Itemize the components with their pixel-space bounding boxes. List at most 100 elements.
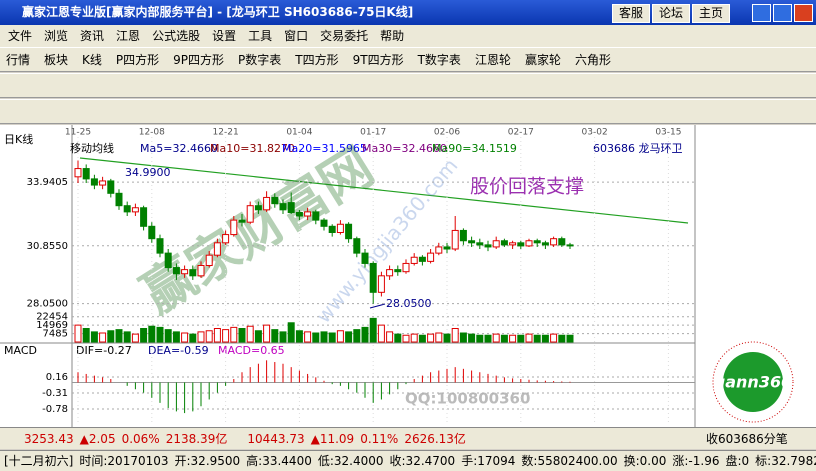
tool-button[interactable]: 9P四方形 xyxy=(173,53,225,67)
index-value: 0.11% xyxy=(360,432,399,446)
tool-button[interactable]: P四方形 xyxy=(115,53,160,67)
menu-item[interactable]: 设置 xyxy=(212,29,237,43)
volume-bar xyxy=(517,334,525,343)
maximize[interactable] xyxy=(773,4,792,22)
menu-item[interactable]: 文件 xyxy=(8,29,33,43)
tool-button[interactable]: T数字表 xyxy=(417,53,461,67)
watermark: QQ:100800360 xyxy=(405,390,530,408)
volume-bar xyxy=(427,333,435,343)
volume-bar xyxy=(230,326,238,343)
x-tick-label: 11-25 xyxy=(65,128,91,138)
info-text: 换:0.00 xyxy=(623,454,667,468)
y-tick-label: 7485 xyxy=(43,329,68,340)
tool-button[interactable]: K线 xyxy=(82,53,102,67)
macd-label: DEA=-0.59 xyxy=(148,344,209,357)
candle-body xyxy=(312,211,320,221)
menu-item[interactable]: 资讯 xyxy=(80,29,105,43)
info-text: 开:32.9500 xyxy=(174,454,241,468)
candle-body xyxy=(550,238,558,246)
menu-item[interactable]: 浏览 xyxy=(44,29,69,43)
volume-bar xyxy=(295,330,303,343)
volume-bar xyxy=(386,331,394,343)
chart-bg xyxy=(0,125,816,427)
panel-label: 日K线 xyxy=(4,132,33,146)
candle-body xyxy=(123,205,131,213)
candle-body xyxy=(451,229,459,250)
candle-body xyxy=(533,240,541,244)
volume-bar xyxy=(181,332,189,343)
close[interactable] xyxy=(794,4,813,22)
candle-body xyxy=(410,256,418,264)
x-tick-label: 01-04 xyxy=(286,128,312,138)
x-tick-label: 02-06 xyxy=(434,128,460,138)
y-tick-label: -0.31 xyxy=(42,388,68,399)
pointer xyxy=(369,303,386,309)
button[interactable]: 论坛 xyxy=(652,4,690,23)
minimize[interactable] xyxy=(752,4,771,22)
info-text: 高:33.4400 xyxy=(246,454,312,468)
ma-label: Ma20=31.5965 xyxy=(282,142,367,155)
status-text: 收603686分笔 xyxy=(706,432,788,446)
macd-label: MACD=0.65 xyxy=(218,344,285,357)
volume-bar xyxy=(90,331,98,343)
x-tick-label: 03-15 xyxy=(655,128,681,138)
candle-body xyxy=(509,242,517,246)
tool-button[interactable]: T四方形 xyxy=(295,53,339,67)
volume-bar xyxy=(345,331,353,343)
menu-item[interactable]: 工具 xyxy=(248,29,273,43)
volume-bar xyxy=(509,334,517,343)
volume-bar xyxy=(435,332,443,343)
candle-body xyxy=(90,178,98,186)
volume-bar xyxy=(213,328,221,343)
candle-body xyxy=(205,254,213,266)
menu-item[interactable]: 交易委托 xyxy=(320,29,369,43)
volume-bar xyxy=(164,329,172,343)
menu-item[interactable]: 公式选股 xyxy=(152,29,201,43)
volume-bar xyxy=(123,331,131,343)
macd-title: MACD xyxy=(4,344,37,357)
volume-bar xyxy=(320,331,328,343)
tool-button[interactable]: 板块 xyxy=(44,53,69,67)
tool-button[interactable]: 江恩轮 xyxy=(474,53,511,67)
y-tick-label: 14969 xyxy=(36,320,68,331)
tool-button[interactable]: 9T四方形 xyxy=(352,53,404,67)
volume-bar xyxy=(263,324,271,343)
menu-item[interactable]: 帮助 xyxy=(380,29,405,43)
candle-body xyxy=(336,223,344,233)
candle-body xyxy=(468,240,476,244)
candle-body xyxy=(328,225,336,233)
tool-button[interactable]: 赢家轮 xyxy=(524,53,561,67)
x-tick-label: 12-21 xyxy=(213,128,239,138)
ma-label: Ma30=32.4660 xyxy=(362,142,447,155)
info-text: 手:17094 xyxy=(461,454,516,468)
candle-body xyxy=(164,252,172,269)
tool-button[interactable]: 六角形 xyxy=(574,53,611,67)
info-text: 时间:20170103 xyxy=(79,454,169,468)
tool-button[interactable]: 行情 xyxy=(6,53,31,67)
candle-body xyxy=(295,211,303,217)
menu-item[interactable]: 江恩 xyxy=(116,29,141,43)
candle-body xyxy=(402,262,410,273)
candle-body xyxy=(230,219,238,236)
volume-bar xyxy=(468,333,476,343)
index-value: ▲11.09 xyxy=(310,432,355,446)
candle-body xyxy=(435,246,443,254)
index-value: 3253.43 xyxy=(24,432,74,446)
info-text: 低:32.4000 xyxy=(317,454,384,468)
menu-item[interactable]: 窗口 xyxy=(284,29,309,43)
info-text: 盘:0 xyxy=(725,454,750,468)
volume-bar xyxy=(205,330,213,343)
volume-bar xyxy=(156,326,164,343)
volume-bar xyxy=(377,324,385,343)
tool-button[interactable]: P数字表 xyxy=(238,53,282,67)
volume-bar xyxy=(550,333,558,343)
index-value: 2138.39亿 xyxy=(165,432,228,446)
button[interactable]: 客服 xyxy=(612,4,650,23)
volume-bar xyxy=(189,333,197,343)
volume-bar xyxy=(148,325,156,343)
candle-body xyxy=(345,223,353,240)
volume-bar xyxy=(74,324,82,343)
button[interactable]: 主页 xyxy=(692,4,730,23)
toolbar xyxy=(0,99,816,124)
candle-body xyxy=(377,275,385,293)
